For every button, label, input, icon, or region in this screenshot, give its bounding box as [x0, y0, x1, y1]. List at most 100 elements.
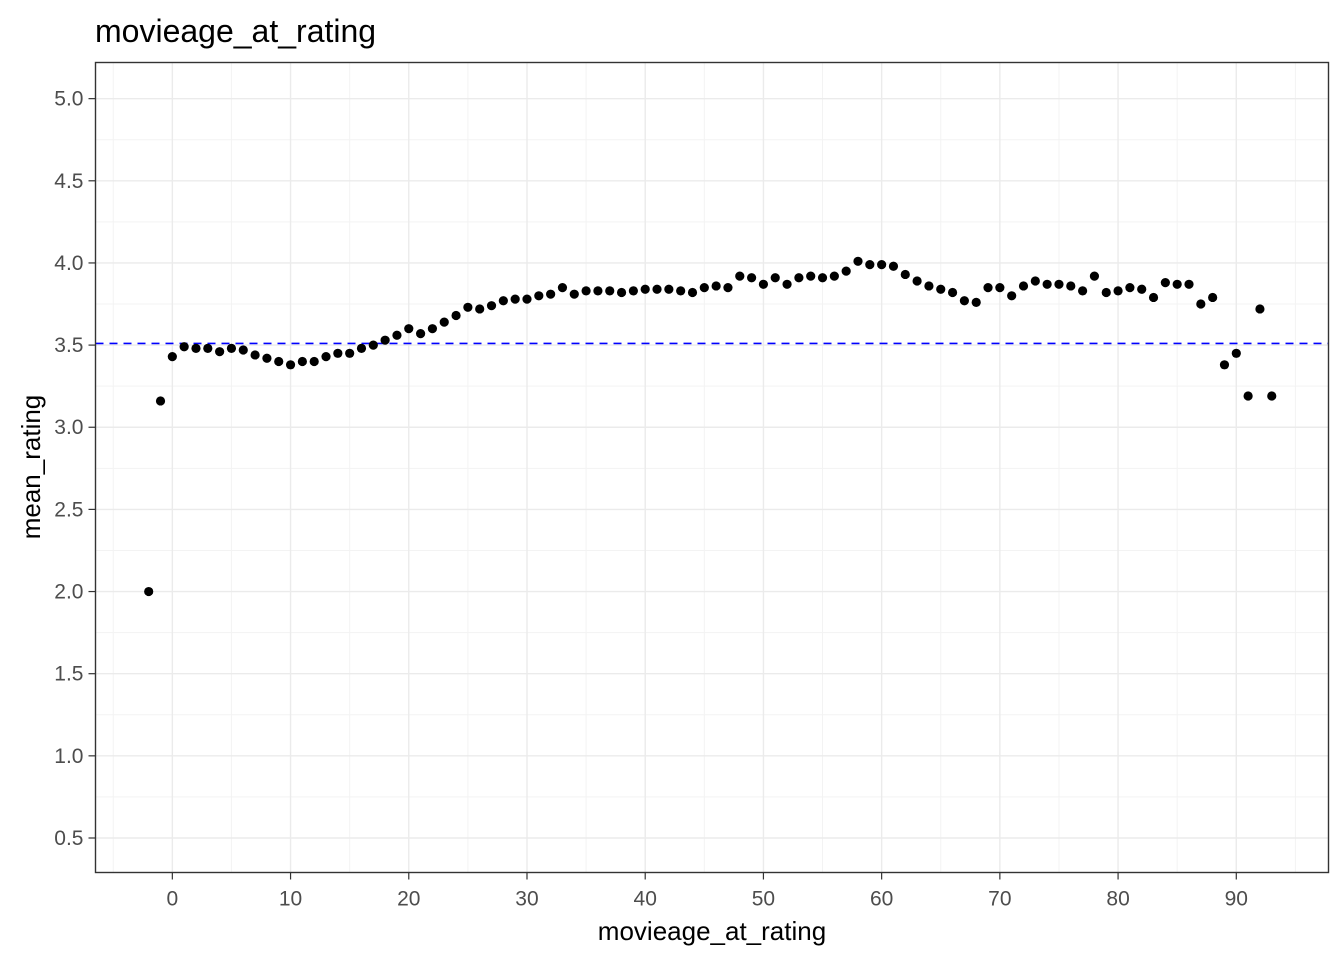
data-point — [616, 287, 627, 298]
chart-title: movieage_at_rating — [95, 13, 376, 49]
data-point — [1007, 291, 1017, 301]
data-point — [1042, 279, 1052, 289]
data-point — [1113, 286, 1123, 296]
data-points — [144, 256, 1277, 597]
data-point — [1196, 299, 1206, 309]
data-point — [475, 304, 485, 314]
data-point — [959, 296, 969, 306]
data-point — [817, 273, 828, 283]
data-point — [215, 347, 225, 357]
x-tick-label: 0 — [166, 888, 178, 911]
data-point — [758, 279, 769, 289]
data-point — [782, 279, 792, 289]
data-point — [794, 273, 804, 283]
data-point — [368, 340, 378, 350]
data-point — [593, 286, 603, 296]
data-point — [167, 351, 177, 362]
data-point — [947, 287, 958, 298]
data-point — [498, 296, 508, 306]
data-point — [676, 286, 686, 296]
data-point — [652, 284, 662, 294]
data-point — [640, 284, 650, 294]
data-point — [321, 351, 331, 362]
data-point — [486, 301, 497, 311]
grid-lines — [95, 62, 1329, 873]
data-point — [1101, 287, 1111, 298]
data-point — [439, 317, 449, 327]
data-point — [345, 348, 355, 358]
data-point — [687, 287, 698, 298]
data-point — [747, 273, 757, 283]
data-point — [1078, 286, 1088, 296]
y-tick-label: 3.5 — [54, 334, 83, 357]
data-point — [451, 310, 461, 321]
data-point — [309, 356, 319, 367]
data-point — [865, 259, 875, 270]
data-point — [1089, 271, 1100, 281]
data-point — [971, 297, 981, 307]
data-point — [1054, 279, 1064, 289]
data-point — [912, 276, 922, 286]
data-point — [144, 586, 154, 597]
data-point — [1137, 284, 1147, 294]
data-point — [557, 282, 568, 293]
data-point — [853, 256, 863, 266]
data-point — [179, 342, 189, 352]
data-point — [463, 302, 473, 312]
data-point — [806, 271, 816, 281]
x-tick-label: 10 — [279, 888, 302, 911]
data-point — [238, 345, 248, 355]
data-point — [1160, 278, 1170, 288]
data-point — [628, 286, 638, 296]
x-tick-label: 80 — [1106, 888, 1129, 911]
y-tick-label: 1.5 — [54, 663, 83, 686]
data-point — [333, 348, 343, 358]
y-tick-label: 2.0 — [54, 581, 83, 604]
data-point — [1243, 391, 1253, 401]
data-point — [510, 294, 520, 304]
data-point — [1184, 279, 1194, 289]
y-tick-label: 4.0 — [54, 252, 83, 275]
axis-ticks: 0 10 20 30 40 50 60 70 80 90 0.5 1.0 1.5 2.0 2.5 3.0 3.5… — [54, 88, 1248, 911]
x-tick-label: 90 — [1225, 888, 1248, 911]
data-point — [735, 271, 745, 281]
data-point — [1231, 348, 1241, 358]
data-point — [605, 286, 615, 296]
data-point — [1066, 281, 1076, 291]
data-point — [203, 343, 213, 353]
data-point — [226, 343, 237, 353]
data-point — [1148, 292, 1159, 303]
data-point — [285, 360, 296, 370]
x-tick-label: 30 — [515, 888, 538, 911]
data-point — [356, 343, 367, 353]
data-point — [1125, 282, 1135, 293]
data-point — [522, 294, 532, 304]
x-tick-label: 60 — [870, 888, 893, 911]
y-tick-label: 2.5 — [54, 498, 83, 521]
y-axis-label: mean_rating — [16, 395, 46, 540]
data-point — [274, 356, 284, 367]
data-point — [297, 356, 307, 367]
data-point — [262, 353, 272, 363]
data-point — [770, 273, 780, 283]
x-tick-label: 20 — [397, 888, 420, 911]
data-point — [1030, 276, 1040, 286]
y-tick-label: 4.5 — [54, 170, 83, 193]
data-point — [415, 328, 426, 339]
data-point — [392, 330, 402, 340]
x-tick-label: 70 — [988, 888, 1011, 911]
data-point — [1255, 304, 1265, 314]
data-point — [936, 284, 946, 294]
data-point — [1267, 391, 1277, 401]
data-point — [995, 282, 1005, 293]
data-point — [841, 266, 851, 276]
data-point — [900, 269, 910, 280]
x-tick-label: 50 — [752, 888, 775, 911]
x-tick-label: 40 — [634, 888, 657, 911]
x-axis-label: movieage_at_rating — [598, 916, 826, 946]
data-point — [155, 396, 166, 406]
data-point — [250, 350, 260, 360]
data-point — [699, 282, 709, 293]
data-point — [404, 324, 414, 334]
data-point — [877, 259, 887, 270]
